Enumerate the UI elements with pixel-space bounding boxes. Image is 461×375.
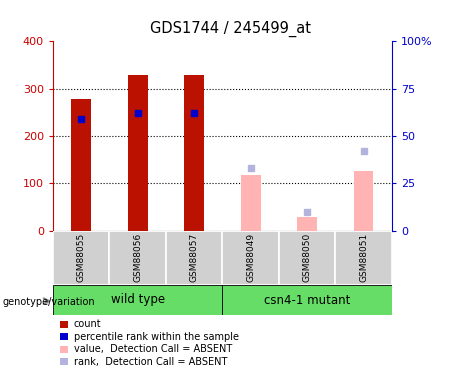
Text: value,  Detection Call = ABSENT: value, Detection Call = ABSENT bbox=[74, 344, 232, 354]
Text: GSM88057: GSM88057 bbox=[189, 233, 199, 282]
Text: count: count bbox=[74, 320, 101, 329]
Bar bbox=[336, 231, 392, 285]
Bar bbox=[184, 75, 204, 231]
Bar bbox=[53, 285, 222, 315]
Bar bbox=[166, 231, 222, 285]
Bar bbox=[279, 231, 336, 285]
Text: genotype/variation: genotype/variation bbox=[2, 297, 95, 307]
Bar bbox=[128, 75, 148, 231]
Text: GDS1744 / 245499_at: GDS1744 / 245499_at bbox=[150, 21, 311, 37]
Bar bbox=[222, 285, 392, 315]
Text: percentile rank within the sample: percentile rank within the sample bbox=[74, 332, 239, 342]
Bar bbox=[297, 217, 317, 231]
Text: GSM88051: GSM88051 bbox=[359, 233, 368, 282]
Bar bbox=[354, 171, 373, 231]
Text: csn4-1 mutant: csn4-1 mutant bbox=[264, 294, 350, 306]
Bar bbox=[241, 175, 260, 231]
Bar bbox=[60, 346, 68, 352]
Text: GSM88055: GSM88055 bbox=[77, 233, 86, 282]
Bar bbox=[53, 231, 110, 285]
Bar bbox=[60, 333, 68, 340]
Bar bbox=[71, 99, 91, 231]
Bar bbox=[60, 358, 68, 365]
Text: wild type: wild type bbox=[111, 294, 165, 306]
Bar bbox=[60, 321, 68, 328]
Text: rank,  Detection Call = ABSENT: rank, Detection Call = ABSENT bbox=[74, 357, 227, 366]
Text: GSM88050: GSM88050 bbox=[302, 233, 312, 282]
Text: GSM88056: GSM88056 bbox=[133, 233, 142, 282]
Bar bbox=[222, 231, 279, 285]
Bar bbox=[110, 231, 166, 285]
Text: GSM88049: GSM88049 bbox=[246, 233, 255, 282]
